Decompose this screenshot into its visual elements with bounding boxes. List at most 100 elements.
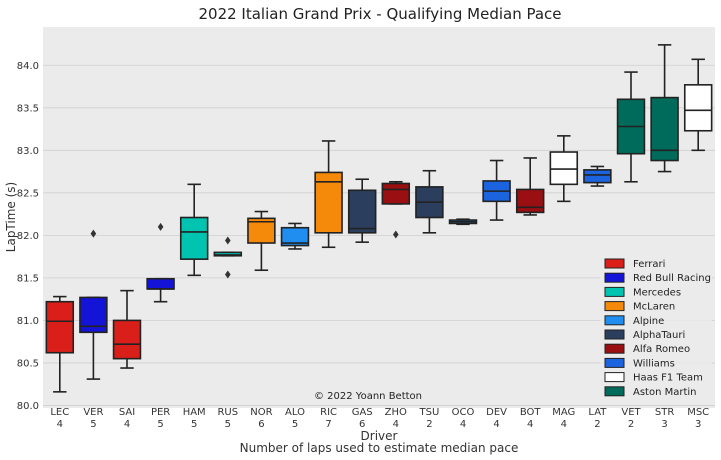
- x-tick-driver: BOT: [520, 407, 542, 418]
- legend-swatch: [604, 329, 625, 340]
- x-tick-laps: 4: [57, 419, 63, 430]
- box-vet: [616, 71, 646, 183]
- box-dev: [482, 159, 511, 221]
- x-tick-laps: 4: [393, 419, 399, 430]
- box-bot: [515, 157, 545, 216]
- legend-label: Alfa Romeo: [633, 344, 690, 355]
- box-iqr: [179, 216, 209, 260]
- x-tick-laps: 3: [695, 419, 701, 430]
- y-tick-label: 83.5: [17, 103, 39, 114]
- box-oco: [448, 218, 478, 226]
- boxes: [45, 44, 713, 393]
- x-tick-driver: VER: [83, 407, 103, 418]
- outlier-point: [393, 230, 399, 239]
- x-tick-laps: 7: [325, 419, 331, 430]
- x-tick-driver: TSU: [419, 407, 440, 418]
- y-tick-label: 82.0: [17, 231, 39, 242]
- legend-swatch: [604, 357, 625, 368]
- box-gas: [347, 178, 377, 243]
- box-iqr: [280, 226, 310, 247]
- box-iqr: [213, 251, 243, 257]
- legend-label: Williams: [633, 358, 675, 369]
- x-tick-laps: 6: [258, 419, 264, 430]
- box-iqr: [549, 151, 579, 186]
- x-tick-laps: 4: [527, 419, 533, 430]
- box-ver: [79, 229, 108, 380]
- x-tick-laps: 3: [661, 419, 667, 430]
- box-msc: [683, 58, 713, 152]
- x-tick-driver: MSC: [687, 407, 709, 418]
- copyright-annotation: © 2022 Yoann Betton: [314, 391, 422, 402]
- legend-label: Aston Martin: [633, 387, 697, 398]
- outlier-point: [225, 270, 231, 279]
- box-iqr: [683, 84, 713, 132]
- y-tick-label: 83.0: [17, 146, 39, 157]
- box-ham: [179, 183, 209, 277]
- legend-swatch: [604, 315, 625, 326]
- x-tick-laps: 2: [628, 419, 634, 430]
- legend-label: Haas F1 Team: [633, 373, 703, 384]
- x-tick-laps: 4: [460, 419, 466, 430]
- x-axis-sublabel: Number of laps used to estimate median p…: [240, 441, 519, 455]
- box-iqr: [45, 300, 75, 354]
- x-tick-laps: 2: [426, 419, 432, 430]
- box-iqr: [515, 188, 545, 214]
- legend-label: Red Bull Racing: [633, 273, 711, 284]
- x-tick-driver: LAT: [588, 407, 607, 418]
- x-tick-laps: 5: [225, 419, 231, 430]
- box-iqr: [347, 189, 377, 234]
- y-tick-label: 81.5: [17, 273, 39, 284]
- x-tick-driver: VET: [621, 407, 641, 418]
- legend-swatch: [604, 372, 625, 383]
- box-iqr: [112, 319, 142, 360]
- legend-label: McLaren: [633, 302, 675, 313]
- box-rus: [213, 236, 243, 279]
- y-tick-label: 80.0: [17, 401, 39, 412]
- box-lat: [583, 165, 612, 187]
- x-axis-label: Driver: [361, 429, 398, 443]
- x-tick-driver: RIC: [320, 407, 337, 418]
- y-axis-label: LapTime (s): [4, 182, 18, 252]
- x-tick-laps: 5: [191, 419, 197, 430]
- x-tick-driver: SAI: [119, 407, 135, 418]
- box-per: [146, 222, 175, 303]
- x-tick-driver: ALO: [285, 407, 305, 418]
- box-lec: [45, 295, 75, 393]
- outlier-point: [225, 236, 231, 245]
- legend-label: Mercedes: [633, 287, 681, 298]
- box-str: [650, 44, 679, 173]
- box-sai: [112, 289, 142, 369]
- legend-swatch: [604, 286, 625, 297]
- x-tick-laps: 5: [157, 419, 163, 430]
- box-iqr: [583, 169, 612, 184]
- x-tick-laps: 5: [292, 419, 298, 430]
- legend-label: Alpine: [633, 316, 664, 327]
- x-tick-driver: LEC: [50, 407, 69, 418]
- y-axis-ticks: 80.0 80.5 81.0 81.5 82.0 82.5 83.0 83.5 84.0: [17, 61, 39, 412]
- x-tick-driver: OCO: [452, 407, 475, 418]
- legend-swatch: [604, 258, 625, 269]
- outlier-point: [90, 229, 97, 238]
- x-tick-driver: HAM: [183, 407, 206, 418]
- legend-swatch: [604, 301, 625, 312]
- box-mag: [549, 135, 579, 203]
- x-tick-laps: 5: [90, 419, 96, 430]
- legend-label: AlphaTauri: [633, 330, 685, 341]
- box-tsu: [415, 169, 444, 234]
- x-tick-driver: PER: [151, 407, 170, 418]
- x-tick-laps: 6: [359, 419, 365, 430]
- legend-label: Ferrari: [633, 259, 665, 270]
- y-tick-label: 81.0: [17, 316, 39, 327]
- legend: Ferrari Red Bull Racing Mercedes McLaren Alp…: [600, 254, 712, 398]
- box-nor: [247, 210, 276, 272]
- x-tick-laps: 4: [493, 419, 499, 430]
- x-tick-driver: RUS: [217, 407, 238, 418]
- x-tick-driver: GAS: [352, 407, 373, 418]
- box-alo: [280, 222, 310, 250]
- y-tick-label: 82.5: [17, 188, 39, 199]
- x-tick-laps: 4: [124, 419, 130, 430]
- y-tick-label: 80.5: [17, 358, 39, 369]
- x-tick-driver: ZHO: [385, 407, 407, 418]
- box-iqr: [381, 182, 411, 205]
